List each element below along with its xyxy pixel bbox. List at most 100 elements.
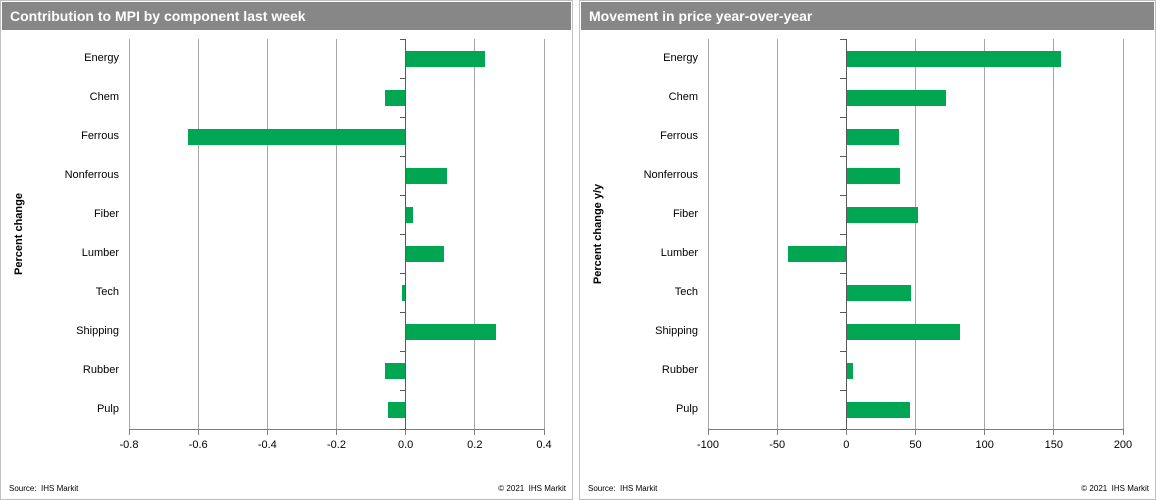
copyright-text: © 2021 IHS Markit xyxy=(498,484,566,493)
category-axis-tick xyxy=(840,389,847,391)
plot-area: -0.8 -0.6 -0.4 -0.2 0.0 0.2 0.4 Energy Chem Ferro… xyxy=(65,38,552,451)
category-axis-tick xyxy=(840,428,847,430)
gridline xyxy=(984,39,986,429)
category-label-energy: Energy xyxy=(663,52,698,64)
x-tick-label: -100 xyxy=(696,439,720,451)
category-axis-tick xyxy=(399,272,406,274)
x-axis-tick xyxy=(915,430,916,435)
gridline xyxy=(1053,39,1055,429)
category-axis-tick xyxy=(840,350,847,352)
category-axis-tick xyxy=(399,233,406,235)
source-text: Source: IHS Markit xyxy=(588,484,658,493)
x-tick-label: -0.6 xyxy=(188,439,208,451)
bar-rubber xyxy=(384,362,406,379)
x-axis-line xyxy=(708,429,1124,430)
category-label-pulp: Pulp xyxy=(675,403,698,415)
gridline xyxy=(1122,39,1124,429)
chart-panel-price-movement: Movement in price year-over-year Percent… xyxy=(579,0,1156,500)
chart-footer: Source: IHS Markit © 2021 IHS Markit xyxy=(9,484,566,493)
category-label-ferrous: Ferrous xyxy=(660,130,698,142)
category-label-pulp: Pulp xyxy=(96,403,119,415)
bar-chem xyxy=(846,89,946,106)
category-label-chem: Chem xyxy=(668,91,698,103)
category-label-lumber: Lumber xyxy=(81,247,119,259)
category-axis-tick xyxy=(399,77,406,79)
bar-shipping xyxy=(846,323,960,340)
x-axis-tick xyxy=(845,430,847,435)
category-axis-tick xyxy=(399,311,406,313)
chart-panel-mpi-contribution: Contribution to MPI by component last we… xyxy=(0,0,573,500)
category-label-fiber: Fiber xyxy=(93,208,119,220)
category-label-chem: Chem xyxy=(89,91,119,103)
x-tick-label: 200 xyxy=(1113,439,1133,451)
category-label-rubber: Rubber xyxy=(661,364,698,376)
x-axis-tick xyxy=(1053,430,1055,435)
x-axis-tick xyxy=(1122,430,1124,435)
bar-fiber xyxy=(846,206,919,223)
chart-title: Contribution to MPI by component last we… xyxy=(2,2,571,30)
category-axis-tick xyxy=(399,389,406,391)
x-tick-label: 100 xyxy=(975,439,994,451)
category-axis-line xyxy=(845,39,847,429)
category-axis-tick xyxy=(399,116,406,118)
x-axis-tick xyxy=(984,430,986,435)
category-label-rubber: Rubber xyxy=(82,364,119,376)
x-tick-label: -0.2 xyxy=(327,439,346,451)
x-tick-label: -0.4 xyxy=(257,439,277,451)
category-axis-tick xyxy=(840,38,847,40)
x-tick-label: 150 xyxy=(1044,439,1063,451)
x-axis-tick xyxy=(776,430,778,435)
category-axis-tick xyxy=(399,155,406,157)
plot-area: -100 -50 0 50 100 150 200 Energy Chem Ferrous Nonf… xyxy=(644,38,1132,451)
category-axis-tick xyxy=(399,38,406,40)
category-label-tech: Tech xyxy=(674,286,698,298)
gridline xyxy=(197,39,199,429)
category-label-tech: Tech xyxy=(95,286,119,298)
x-tick-label: 0.4 xyxy=(536,439,552,451)
bar-tech xyxy=(402,284,406,301)
category-label-energy: Energy xyxy=(84,52,119,64)
category-axis-tick xyxy=(840,77,847,79)
gridline xyxy=(543,39,545,429)
category-axis-tick xyxy=(840,311,847,313)
category-label-ferrous: Ferrous xyxy=(81,130,119,142)
category-axis-tick xyxy=(840,194,847,196)
category-label-shipping: Shipping xyxy=(655,325,698,337)
bar-lumber xyxy=(788,245,847,262)
bar-energy xyxy=(405,50,486,67)
category-label-fiber: Fiber xyxy=(672,208,698,220)
bar-ferrous xyxy=(187,128,406,145)
chart-title: Movement in price year-over-year xyxy=(581,2,1154,30)
copyright-text: © 2021 IHS Markit xyxy=(1081,484,1149,493)
category-label-nonferrous: Nonferrous xyxy=(643,169,698,181)
gridline xyxy=(336,39,337,429)
bar-tech xyxy=(846,284,912,301)
category-label-lumber: Lumber xyxy=(660,247,698,259)
x-axis-tick xyxy=(197,430,199,435)
bar-fiber xyxy=(405,206,413,223)
x-axis-tick xyxy=(128,430,130,435)
gridline xyxy=(266,39,268,429)
gridline xyxy=(776,39,778,429)
source-text: Source: IHS Markit xyxy=(9,484,79,493)
bar-pulp xyxy=(846,401,910,418)
x-tick-label: 0.0 xyxy=(398,439,414,451)
x-axis-tick xyxy=(474,430,476,435)
x-tick-label: 0.2 xyxy=(467,439,483,451)
gridline xyxy=(474,39,476,429)
gridline xyxy=(128,39,130,429)
bar-chem xyxy=(384,89,406,106)
category-label-shipping: Shipping xyxy=(76,325,119,337)
bar-lumber xyxy=(405,245,444,262)
category-axis-tick xyxy=(840,155,847,157)
x-axis-tick xyxy=(543,430,545,435)
bar-nonferrous xyxy=(846,167,901,184)
category-axis-line xyxy=(405,39,407,429)
x-tick-label: -0.8 xyxy=(119,439,139,451)
category-axis-tick xyxy=(399,350,406,352)
x-axis-tick xyxy=(405,430,407,435)
category-axis-tick xyxy=(840,272,847,274)
category-axis-tick xyxy=(840,233,847,235)
x-tick-label: 0 xyxy=(843,439,850,451)
bar-nonferrous xyxy=(405,167,448,184)
